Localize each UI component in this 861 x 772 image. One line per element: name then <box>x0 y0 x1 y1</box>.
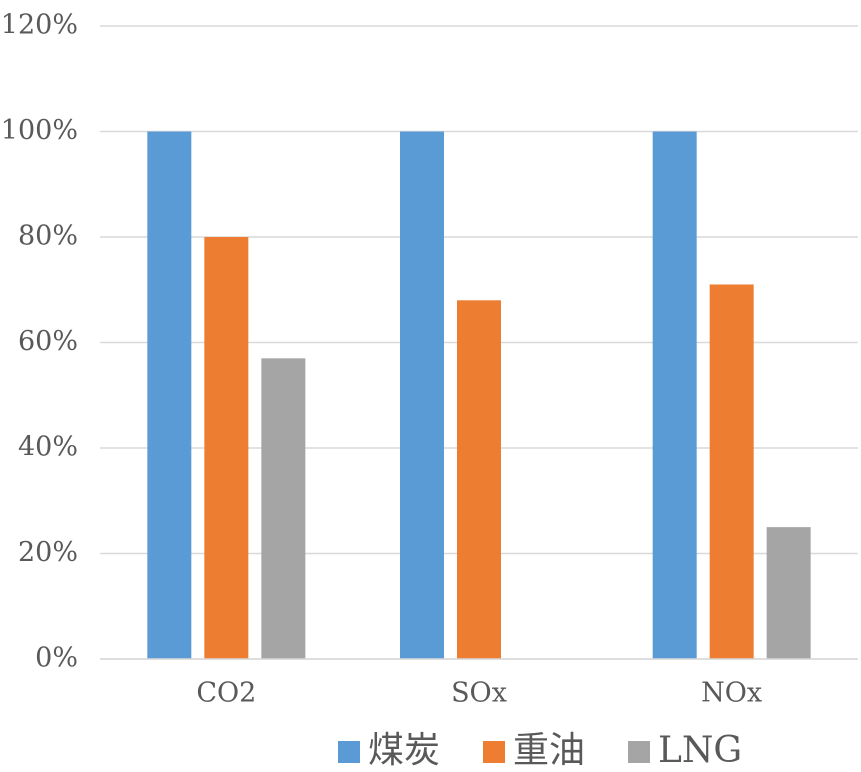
x-axis: CO2 SOx NOx <box>100 658 858 709</box>
legend-swatch <box>628 741 650 763</box>
bar-煤炭-CO2 <box>147 131 192 659</box>
y-tick-label: 120% <box>1 10 78 41</box>
bar-重油-SOx <box>457 300 501 659</box>
y-tick-label: 0% <box>35 643 78 674</box>
legend-swatch <box>483 741 505 763</box>
bar-重油-CO2 <box>204 237 249 659</box>
bar-LNG-NOx <box>766 527 811 659</box>
x-tick-label: NOx <box>701 678 762 709</box>
y-tick-label: 40% <box>18 432 78 463</box>
legend: 煤炭 重油 LNG <box>338 730 742 771</box>
bar-LNG-CO2 <box>261 358 306 659</box>
x-tick-label: SOx <box>451 678 507 709</box>
bar-煤炭-SOx <box>400 131 444 659</box>
y-axis: 0% 20% 40% 60% 80% 100% 120% <box>1 10 78 674</box>
bar-重油-NOx <box>709 284 754 659</box>
legend-label: 煤炭 <box>368 730 440 771</box>
x-tick-label: CO2 <box>196 678 256 709</box>
bars <box>147 131 811 659</box>
y-tick-label: 60% <box>18 326 78 357</box>
legend-label: LNG <box>658 730 742 771</box>
y-tick-label: 100% <box>1 115 78 146</box>
bar-煤炭-NOx <box>652 131 697 659</box>
y-tick-label: 20% <box>18 537 78 568</box>
y-tick-label: 80% <box>18 221 78 252</box>
legend-label: 重油 <box>513 730 585 771</box>
legend-swatch <box>338 741 360 763</box>
